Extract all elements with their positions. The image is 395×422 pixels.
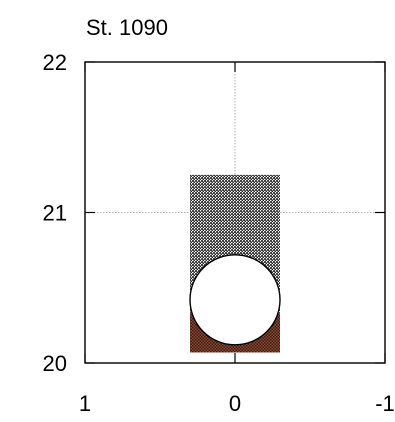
y-tick-label: 21 [43, 201, 67, 226]
x-tick-label: 1 [79, 391, 91, 416]
x-tick-label: -1 [375, 391, 395, 416]
y-tick-label: 22 [43, 50, 67, 75]
circle-marker [189, 254, 281, 346]
x-tick-label: 0 [229, 391, 241, 416]
chart-title: St. 1090 [86, 15, 168, 40]
y-axis-tick-labels: 20 21 22 [43, 50, 67, 376]
x-axis-tick-labels: 1 0 -1 [79, 391, 395, 416]
y-tick-label: 20 [43, 351, 67, 376]
marker-group [189, 254, 281, 346]
axis-ticks [84, 61, 386, 364]
